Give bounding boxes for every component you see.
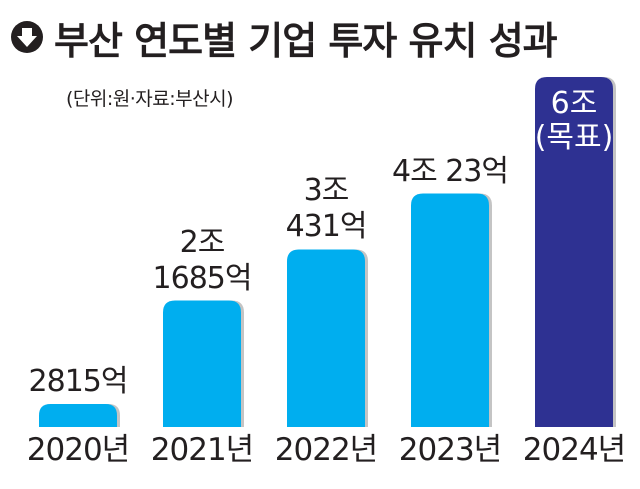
data-label: 3조 [303, 173, 350, 209]
bar-inner-label: (목표) [534, 120, 614, 155]
data-label: 4조 23억 [392, 153, 509, 189]
x-tick-label: 2020년 [26, 432, 130, 468]
x-tick-label: 2023년 [398, 432, 502, 468]
chart-subtitle: (단위:원·자료:부산시) [66, 88, 234, 110]
x-tick-label: 2021년 [150, 432, 254, 468]
chart-title: 부산 연도별 기업 투자 유치 성과 [54, 18, 558, 63]
bar-2024년 [535, 77, 613, 427]
bar-2021년 [163, 300, 241, 427]
data-label: 2815억 [28, 364, 129, 399]
down-arrow-circle-icon [11, 21, 43, 53]
data-label: 431억 [285, 209, 368, 245]
chart-header: 부산 연도별 기업 투자 유치 성과 [10, 12, 558, 63]
bar-2020년 [39, 404, 117, 427]
x-tick-label: 2022년 [274, 432, 378, 468]
data-label: 1685억 [152, 260, 253, 296]
bar-2022년 [287, 249, 365, 427]
x-tick-label: 2024년 [522, 432, 626, 468]
data-label: 2조 [179, 224, 226, 260]
bar-2023년 [411, 193, 489, 427]
bar-inner-label: 6조 [550, 86, 598, 121]
